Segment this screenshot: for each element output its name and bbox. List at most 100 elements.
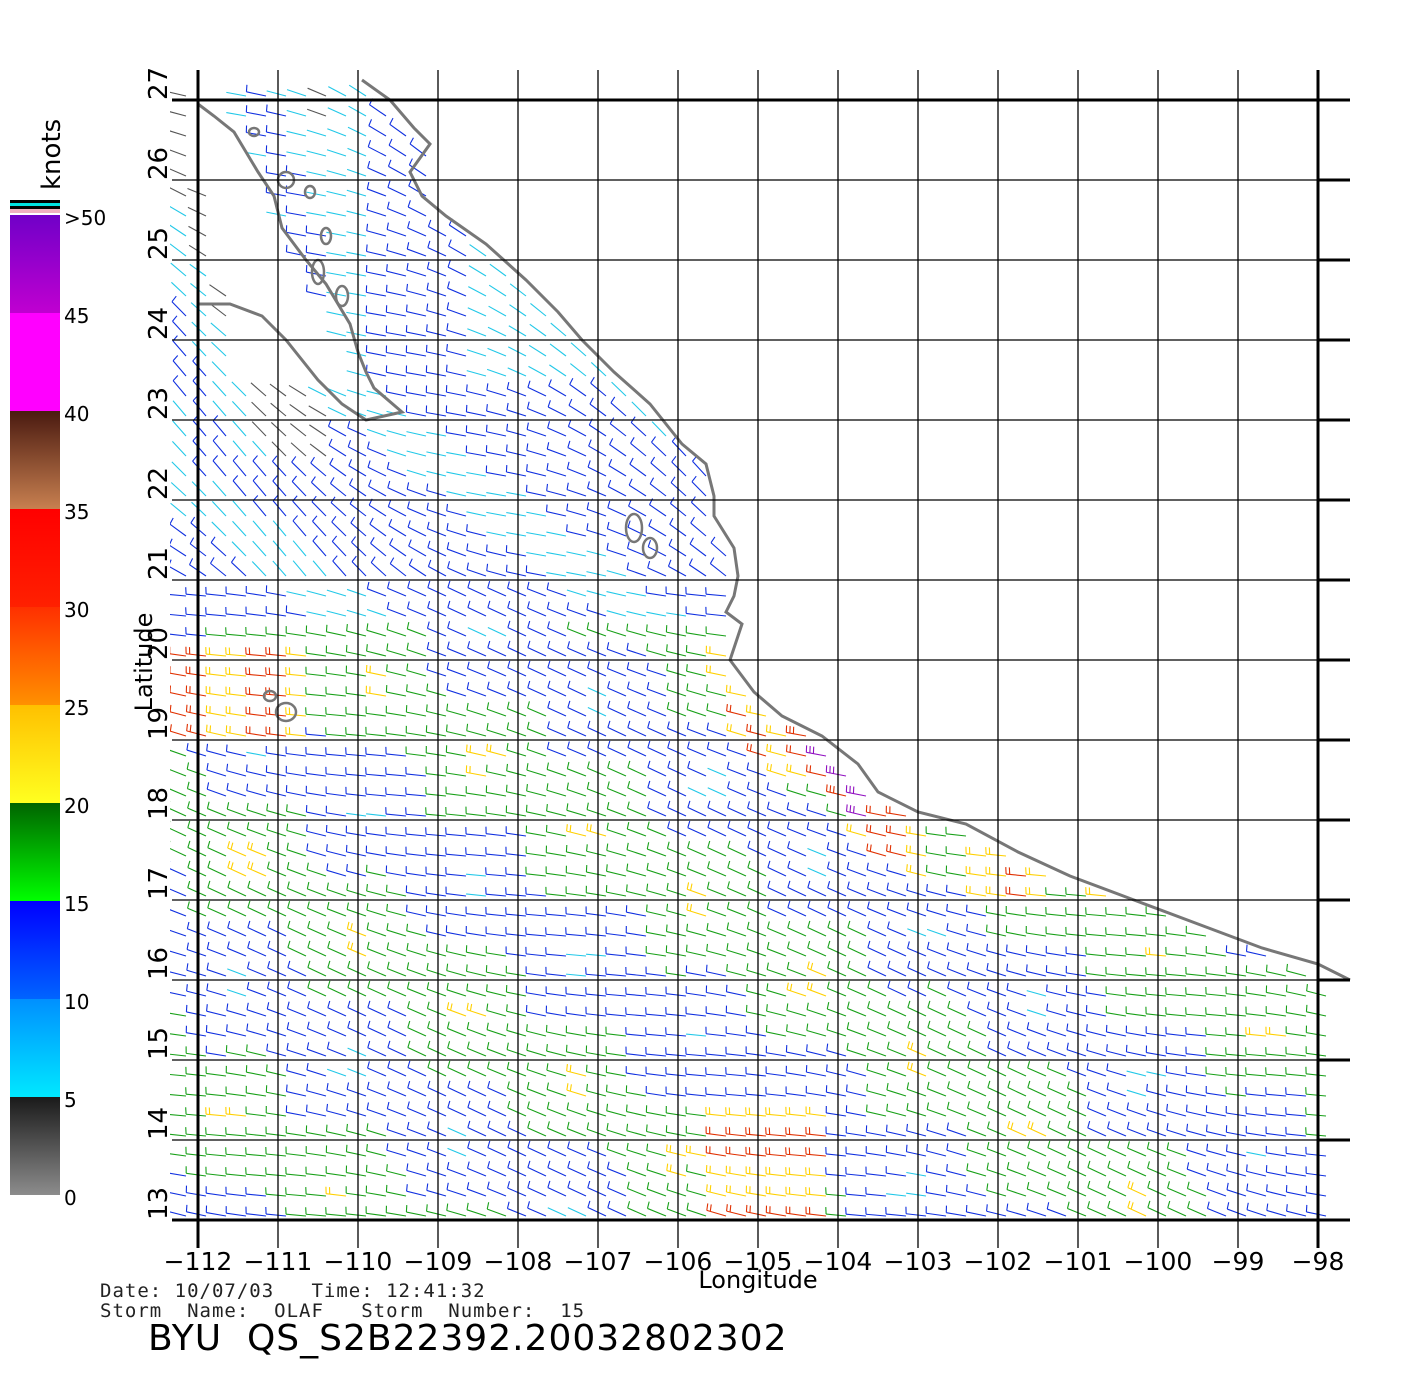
wind-barb: [706, 652, 727, 657]
wind-barb: [1007, 1067, 1027, 1077]
wind-barb-feather: [666, 882, 669, 890]
wind-barb: [687, 747, 707, 757]
wind-barb-feather: [507, 1181, 511, 1189]
wind-barb: [246, 1173, 267, 1177]
wind-barb: [651, 441, 667, 457]
wind-barb: [306, 652, 327, 657]
wind-barb: [387, 987, 407, 997]
wind-barb: [747, 887, 767, 897]
wind-barb: [486, 873, 507, 877]
wind-barb-feather: [527, 1201, 531, 1209]
wind-barb: [326, 610, 347, 617]
wind-barb: [646, 952, 667, 957]
wind-barb: [306, 1111, 327, 1117]
wind-barb-feather: [849, 805, 852, 813]
wind-barb: [327, 1048, 347, 1057]
wind-barb: [527, 1207, 547, 1217]
wind-barb-feather: [427, 1021, 431, 1029]
wind-barb: [646, 993, 667, 997]
wind-barb-feather: [1067, 1160, 1071, 1168]
wind-barb: [529, 323, 547, 337]
wind-barb: [286, 109, 307, 117]
wind-barb: [326, 850, 347, 857]
wind-barb: [686, 1132, 707, 1137]
wind-barb: [366, 852, 387, 857]
lon-tick-label: −101: [1044, 1247, 1113, 1276]
wind-barb-feather: [627, 1201, 631, 1209]
wind-barb: [1027, 1107, 1047, 1117]
wind-barb-feather: [1186, 1181, 1190, 1189]
wind-barb: [666, 910, 687, 917]
wind-barb-feather: [246, 841, 250, 849]
wind-barb: [306, 590, 327, 597]
wind-barb-feather: [307, 920, 311, 929]
wind-barb: [206, 673, 227, 677]
wind-barb: [1007, 1107, 1027, 1117]
wind-barb-feather: [709, 1204, 712, 1212]
lon-tick-label: −103: [884, 1247, 953, 1276]
wind-barb-feather: [305, 284, 308, 292]
wind-barb-feather: [230, 862, 234, 870]
wind-barb: [806, 1071, 827, 1077]
wind-barb: [710, 563, 727, 577]
wind-barb: [346, 1151, 367, 1157]
wind-barb: [1026, 893, 1047, 897]
wind-barb: [567, 447, 587, 457]
wind-barb-feather: [348, 478, 354, 485]
wind-barb: [226, 789, 247, 797]
wind-barb-feather: [726, 963, 728, 972]
wind-barb: [666, 1150, 687, 1157]
wind-barb: [587, 1148, 607, 1157]
wind-barb: [447, 668, 467, 677]
wind-barb: [467, 688, 487, 697]
wind-barb: [1166, 1110, 1187, 1117]
wind-barb: [706, 593, 727, 597]
wind-barb: [606, 993, 627, 997]
wind-barb: [367, 1047, 387, 1057]
wind-barb-feather: [486, 1041, 490, 1050]
wind-barb: [389, 563, 407, 577]
wind-barb: [1047, 1167, 1067, 1177]
wind-barb: [467, 1067, 487, 1077]
wind-barb: [626, 1033, 647, 1037]
wind-barb: [766, 1093, 787, 1097]
wind-barb-feather: [367, 140, 372, 147]
wind-barb-feather: [286, 881, 290, 889]
wind-barb: [447, 1107, 467, 1117]
wind-barb-feather: [906, 1082, 910, 1090]
wind-barb: [1026, 951, 1047, 957]
wind-barb: [1027, 1067, 1047, 1077]
wind-barb: [286, 632, 307, 637]
wind-barb: [706, 1012, 727, 1017]
wind-barb: [266, 1050, 287, 1057]
wind-barb-feather: [446, 1002, 450, 1010]
wind-barb-feather: [1127, 1160, 1131, 1168]
wind-barb-feather: [806, 981, 810, 990]
wind-barb: [466, 471, 487, 477]
wind-barb: [987, 988, 1007, 997]
lat-tick-label: 21: [144, 547, 174, 580]
wind-barb: [347, 1027, 367, 1037]
wind-barb: [926, 928, 947, 937]
wind-barb: [1087, 1207, 1107, 1217]
wind-barb-feather: [207, 821, 211, 829]
wind-barb-feather: [347, 420, 351, 429]
wind-barb: [489, 263, 507, 277]
wind-barb-feather: [507, 1140, 511, 1148]
wind-barb-feather: [587, 481, 590, 489]
wind-barb: [211, 361, 227, 377]
wind-barb: [226, 1133, 247, 1137]
wind-barb-feather: [406, 263, 409, 271]
wind-barb-feather: [910, 1042, 914, 1050]
wind-barb: [366, 331, 387, 337]
wind-barb: [329, 463, 347, 477]
wind-barb-feather: [506, 423, 509, 431]
wind-barb-feather: [266, 861, 270, 869]
wind-barb-feather: [387, 159, 392, 167]
wind-barb: [327, 927, 347, 937]
wind-barb: [1186, 1013, 1207, 1017]
wind-barb: [946, 1170, 967, 1177]
wind-barb-feather: [1087, 1140, 1091, 1148]
wind-barb: [427, 1107, 447, 1117]
wind-barb: [226, 111, 247, 117]
